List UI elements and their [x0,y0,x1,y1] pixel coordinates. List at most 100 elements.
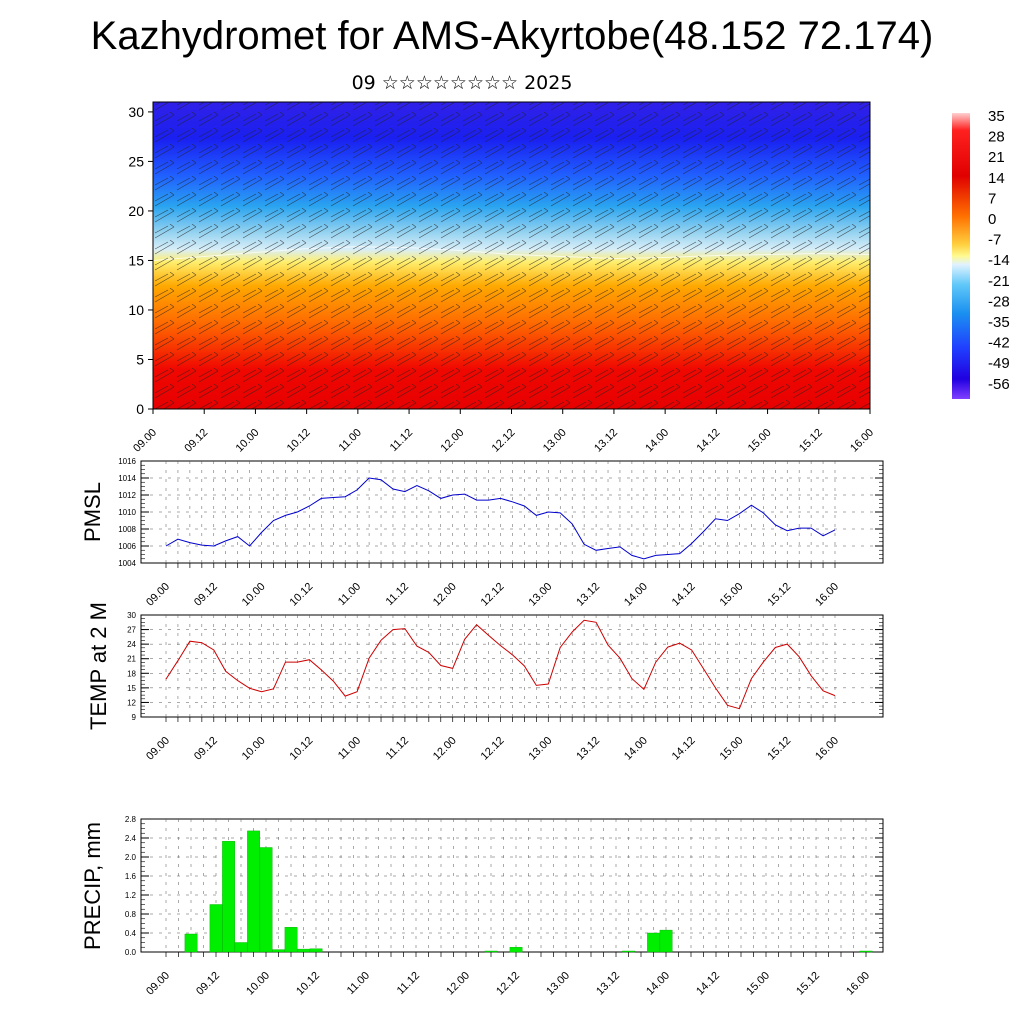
pmsl-x-tick-label: 13.12 [574,581,602,609]
precip-bar [484,950,498,953]
colorbar-label: -28 [988,293,1010,310]
pmsl-grid [141,461,883,563]
colorbar-scale [952,113,970,399]
precip-y-tick-label: 0.4 [125,929,137,938]
cs-x-tick-label: 11.12 [388,427,415,454]
precip-bar [222,841,235,953]
colorbar-label: -35 [988,314,1010,331]
precip-x-tick-label: 14.12 [694,970,722,998]
precip-x-tick-label: 15.12 [794,970,822,998]
precip-x-tick-label: 09.12 [194,970,222,998]
pmsl-x-tick-label: 10.00 [240,581,268,609]
precip-bar [272,949,285,953]
pmsl-y-tick-label: 1008 [118,525,136,534]
precip-bar [234,942,248,953]
colorbar-label: 0 [988,211,996,228]
pmsl-x-tick-label: 16.00 [813,581,841,609]
cs-x-tick-label: 09.00 [131,427,159,455]
precip-bar [622,950,635,953]
cross-section-panel: 0 5 10 15 20 25 30 09.00 09.12 10.00 10.12 11.00 11… [128,101,876,455]
colorbar-label: -14 [988,252,1010,269]
temp-series-line [165,619,836,710]
cs-y-tick-label: 10 [128,302,144,318]
precip-bar [659,929,673,953]
pmsl-y-axis-label: PMSL [80,482,105,542]
temp-x-tick-label: 11.00 [336,735,363,762]
precip-y-tick-label: 2.8 [125,815,137,824]
pmsl-x-tick-label: 14.12 [670,581,698,609]
pmsl-x-tick-label: 11.12 [384,581,411,608]
pmsl-x-tick-label: 15.12 [765,581,793,609]
precip-y-tick-label: 0.8 [125,910,137,919]
temp-x-tick-label: 11.12 [384,735,411,762]
pmsl-x-tick-label: 15.00 [718,581,746,609]
precip-y-tick-label: 2.4 [125,834,137,843]
temp-y-axis-label: TEMP at 2 M [86,602,111,730]
precip-bar [297,948,310,953]
precip-x-tick-label: 14.00 [644,970,672,998]
cs-y-tick-label: 15 [128,252,144,268]
pmsl-y-tick-label: 1012 [118,491,136,500]
precip-y-tick-label: 1.6 [125,872,137,881]
temp-x-tick-label: 15.00 [718,735,746,763]
temp-x-tick-label: 10.00 [240,735,268,763]
cross-section-x-axis: 09.00 09.12 10.00 10.12 11.00 11.12 12.00 12.12… [131,409,876,455]
pmsl-x-tick-label: 14.00 [622,581,650,609]
colorbar-label: -56 [988,376,1010,393]
precip-bar [247,830,260,953]
colorbar-label: -7 [988,232,1001,249]
temp-y-tick-label: 9 [132,713,137,722]
precip-bar [859,950,873,953]
temp-y-tick-label: 27 [127,626,136,635]
precip-panel: 0.0 0.4 0.8 1.2 1.6 2.0 2.4 2.8 09.00 09.12 10.00 1… [80,815,884,998]
temp-x-tick-label: 09.00 [144,735,172,763]
precip-x-tick-label: 13.12 [594,970,622,998]
temp-x-tick-label: 13.00 [526,735,554,763]
cs-x-tick-label: 15.12 [797,427,825,455]
temp-x-tick-label: 15.12 [765,735,793,763]
colorbar-label: -21 [988,273,1010,290]
pmsl-y-tick-label: 1016 [118,457,136,466]
temp-x-tick-label: 14.12 [670,735,698,763]
pmsl-y-tick-label: 1004 [118,559,136,568]
precip-x-tick-label: 10.12 [294,970,322,998]
temp-x-tick-label: 12.12 [479,735,507,763]
precip-y-tick-label: 0.0 [125,948,137,957]
temp-y-tick-label: 18 [127,669,136,678]
colorbar-label: -42 [988,335,1010,352]
precip-y-tick-label: 2.0 [125,853,137,862]
temp-x-tick-label: 13.12 [574,735,602,763]
colorbar-label: 21 [988,149,1005,166]
wind-barbs-overlay [153,102,870,409]
pmsl-x-tick-label: 09.12 [192,581,220,609]
precip-bar [184,933,198,953]
cs-x-tick-label: 16.00 [848,427,876,455]
colorbar-label: -49 [988,355,1010,372]
temp-x-tick-label: 12.00 [431,735,459,763]
pmsl-x-tick-label: 12.12 [479,581,507,609]
colorbar-labels: 35 28 21 14 7 0 -7 -14 -21 -28 -35 -42 -49 -56 [988,108,1010,393]
temp-x-tick-label: 16.00 [813,735,841,763]
temp-y-tick-label: 30 [127,611,136,620]
pmsl-x-tick-label: 12.00 [431,581,459,609]
pmsl-series-line [165,477,836,560]
pmsl-panel: 1004 1006 1008 1010 1012 1014 1016 09.00 09.12 10… [80,457,884,609]
chart-title: Kazhydromet for AMS-Akyrtobe(48.152 72.1… [90,14,934,58]
cs-x-tick-label: 09.12 [182,427,210,455]
precip-bar [647,932,660,953]
temp-y-tick-label: 15 [127,684,136,693]
precip-x-tick-label: 09.00 [144,970,172,998]
pmsl-y-tick-label: 1014 [118,474,136,483]
precip-x-tick-label: 15.00 [744,970,772,998]
cross-section-y-axis: 0 5 10 15 20 25 30 [128,104,153,417]
pmsl-x-tick-label: 10.12 [288,581,316,609]
precip-bar [284,927,298,953]
cs-y-tick-label: 0 [136,401,144,417]
precip-y-tick-label: 1.2 [125,891,137,900]
cs-y-tick-label: 25 [128,153,144,169]
temp-y-tick-label: 12 [127,698,136,707]
cs-x-tick-label: 10.00 [234,427,262,455]
chart-subtitle: 09 ☆☆☆☆☆☆☆☆ 2025 [351,72,573,94]
temp-frame [140,614,884,718]
